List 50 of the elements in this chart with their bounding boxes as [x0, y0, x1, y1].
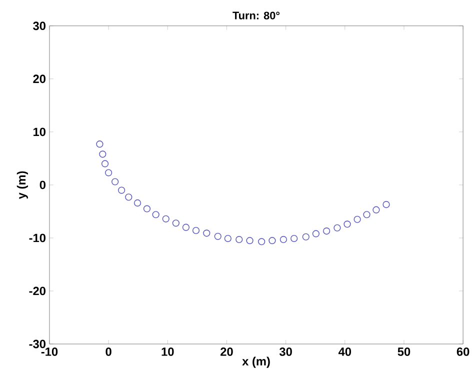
point	[344, 220, 351, 228]
y-tick-label: 20	[33, 74, 46, 84]
point	[312, 230, 320, 238]
y-tick-label: -20	[29, 286, 46, 296]
x-axis-title: x (m)	[242, 356, 270, 368]
point	[134, 200, 142, 207]
point	[143, 205, 150, 212]
y-tick-label: 30	[33, 22, 46, 30]
point	[192, 227, 200, 234]
x-tick-label: 40	[338, 348, 352, 356]
point	[280, 236, 287, 244]
point	[236, 236, 243, 244]
point	[214, 232, 222, 240]
point	[302, 233, 310, 241]
point	[182, 224, 190, 231]
point	[372, 206, 380, 214]
x-tick-label: 50	[398, 348, 410, 356]
point	[224, 235, 232, 242]
point	[172, 220, 180, 227]
point	[268, 237, 276, 244]
point	[258, 238, 266, 246]
x-tick-label: 30	[279, 348, 292, 356]
chart-title: Turn: 80°	[232, 12, 280, 20]
x-tick-label: 10	[162, 348, 174, 356]
point	[101, 160, 109, 168]
x-tick-label: 60	[456, 348, 470, 356]
point	[203, 230, 210, 237]
y-axis-title: y (m)	[16, 171, 28, 200]
point	[162, 215, 170, 222]
point	[152, 211, 160, 218]
point	[363, 211, 370, 218]
point	[290, 235, 298, 242]
point	[334, 224, 341, 232]
x-tick-label: 0	[106, 348, 112, 356]
point	[96, 140, 104, 148]
point	[323, 228, 330, 235]
point	[112, 178, 119, 186]
point	[99, 150, 106, 158]
point	[118, 186, 126, 194]
point	[246, 237, 254, 244]
point	[125, 194, 132, 201]
x-tick-label: 20	[220, 348, 233, 356]
y-tick-label: 10	[34, 128, 46, 136]
point	[382, 201, 390, 208]
point	[105, 169, 112, 176]
x-tick-label: -10	[41, 348, 58, 356]
y-tick-label: 0	[40, 180, 46, 190]
point	[354, 216, 361, 224]
y-tick-label: -30	[29, 340, 46, 348]
y-tick-label: -10	[29, 234, 46, 242]
